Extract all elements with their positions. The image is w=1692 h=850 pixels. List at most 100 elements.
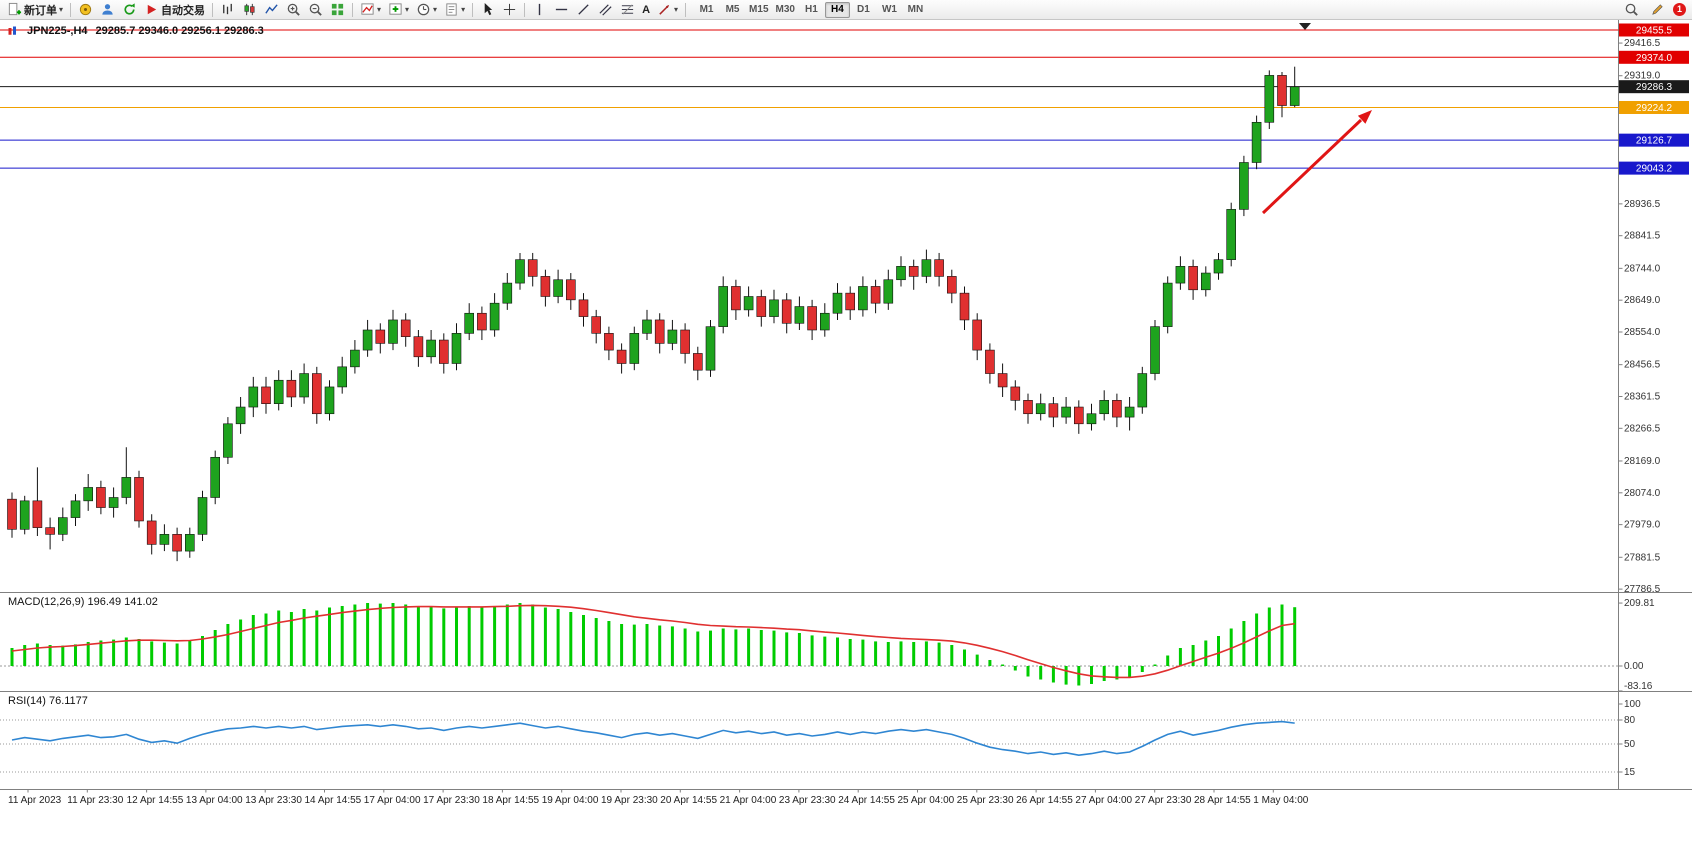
- svg-text:29126.7: 29126.7: [1636, 136, 1673, 147]
- mql-community-button[interactable]: [75, 1, 96, 19]
- channel-button[interactable]: [595, 1, 616, 19]
- price-tag-29043.2: [1619, 161, 1689, 175]
- time-axis[interactable]: 11 Apr 2023 11 Apr 23:30 12 Apr 14:55 13 Ap…: [8, 789, 1309, 807]
- fibonacci-icon: [621, 4, 634, 15]
- auto-trading-label: 自动交易: [161, 4, 206, 17]
- play-icon: [147, 4, 157, 15]
- price-tag-29374.0: [1619, 50, 1689, 64]
- new-order-button[interactable]: 新订单 ▾: [4, 1, 66, 19]
- svg-text:27979.0: 27979.0: [1624, 520, 1661, 531]
- chart-header: JPN225-,H4 29285.7 29346.0 29256.1 29286…: [7, 25, 264, 37]
- add-indicator-button[interactable]: ▾: [385, 1, 412, 19]
- horizontal-line-button[interactable]: [551, 1, 572, 19]
- chart-shift-marker[interactable]: [1299, 23, 1311, 30]
- toolbar-separator: [70, 2, 72, 17]
- svg-text:28744.0: 28744.0: [1624, 263, 1661, 274]
- symbol-period-label: JPN225-,H4: [27, 25, 88, 37]
- zoom-in-icon: [287, 3, 300, 16]
- svg-text:29319.0: 29319.0: [1624, 71, 1661, 82]
- macd-label: MACD(12,26,9) 196.49 141.02: [8, 596, 158, 608]
- trendline-button[interactable]: [573, 1, 594, 19]
- trend-arrow-object[interactable]: [1261, 110, 1372, 215]
- bar-chart-icon: [223, 3, 232, 15]
- svg-text:19 Apr 04:00: 19 Apr 04:00: [542, 795, 599, 806]
- toolbar-separator: [685, 2, 687, 17]
- timeframe-m15-button[interactable]: M15: [746, 2, 771, 18]
- pencil-icon: [1652, 4, 1663, 15]
- timeframe-m30-button[interactable]: M30: [773, 2, 798, 18]
- timeframe-m1-button[interactable]: M1: [694, 2, 719, 18]
- svg-text:28649.0: 28649.0: [1624, 295, 1661, 306]
- svg-text:50: 50: [1624, 739, 1636, 750]
- refresh-button[interactable]: [119, 1, 140, 19]
- indicator-icon: [361, 3, 374, 15]
- price-tag-29224.2: [1619, 100, 1689, 114]
- periods-button[interactable]: ▾: [413, 1, 440, 19]
- zoom-in-button[interactable]: [283, 1, 304, 19]
- bar-chart-button[interactable]: [217, 1, 238, 19]
- candlestick-chart-button[interactable]: [239, 1, 260, 19]
- timeframe-d1-button[interactable]: D1: [851, 2, 876, 18]
- horizontal-line-objects[interactable]: 29455.5 29374.0 29286.3 29224.2 29126.7 29043…: [0, 23, 1689, 175]
- toolbar-separator: [524, 2, 526, 17]
- svg-text:17 Apr 23:30: 17 Apr 23:30: [423, 795, 480, 806]
- compass-icon: [79, 3, 92, 16]
- toolbar-separator: [472, 2, 474, 17]
- trendline-icon: [578, 4, 589, 15]
- cursor-icon: [484, 2, 493, 16]
- auto-trading-button[interactable]: 自动交易: [141, 1, 208, 19]
- svg-text:24 Apr 14:55: 24 Apr 14:55: [838, 795, 895, 806]
- svg-text:28074.0: 28074.0: [1624, 488, 1661, 499]
- indicators-button[interactable]: ▾: [357, 1, 384, 19]
- templates-button[interactable]: ▾: [441, 1, 468, 19]
- line-chart-button[interactable]: [261, 1, 282, 19]
- svg-text:28361.5: 28361.5: [1624, 391, 1661, 402]
- fibonacci-button[interactable]: [617, 1, 638, 19]
- cursor-button[interactable]: [477, 1, 498, 19]
- svg-text:80: 80: [1624, 715, 1636, 726]
- caret-icon: ▾: [461, 5, 466, 14]
- timeframe-mn-button[interactable]: MN: [903, 2, 928, 18]
- timeframe-h1-button[interactable]: H1: [799, 2, 824, 18]
- price-tag-29455.5: [1619, 23, 1689, 37]
- svg-text:29455.5: 29455.5: [1636, 26, 1673, 37]
- vertical-line-icon: [538, 3, 541, 16]
- timeframe-h4-button[interactable]: H4: [824, 1, 850, 18]
- new-order-icon: [8, 2, 22, 16]
- macd-panel: 209.81 0.00 -83.16: [0, 598, 1655, 692]
- svg-text:29224.2: 29224.2: [1636, 103, 1673, 114]
- add-indicator-icon: [389, 3, 402, 15]
- zoom-out-button[interactable]: [305, 1, 326, 19]
- arrow-tool-icon: [659, 4, 670, 15]
- crosshair-button[interactable]: [499, 1, 520, 19]
- text-tool-button[interactable]: A: [639, 1, 653, 19]
- chart-window-icon[interactable]: [7, 25, 19, 37]
- timeframe-w1-button[interactable]: W1: [877, 2, 902, 18]
- search-button[interactable]: [1621, 1, 1642, 19]
- timeframe-m5-button[interactable]: M5: [720, 2, 745, 18]
- svg-text:28554.0: 28554.0: [1624, 327, 1661, 338]
- notification-badge[interactable]: 1: [1673, 3, 1686, 16]
- ohlc-values: 29285.7 29346.0 29256.1 29286.3: [95, 25, 264, 37]
- svg-text:28936.5: 28936.5: [1624, 199, 1661, 210]
- arrow-objects-button[interactable]: ▾: [654, 1, 681, 19]
- svg-text:14 Apr 14:55: 14 Apr 14:55: [305, 795, 362, 806]
- price-axis[interactable]: 29416.5 29319.0 28936.5 28841.5 28744.0 28649…: [1618, 38, 1661, 595]
- toolbar: 新订单 ▾ 自动交易: [0, 0, 1692, 20]
- toolbar-separator: [352, 2, 354, 17]
- line-chart-icon: [265, 4, 278, 14]
- svg-text:27881.5: 27881.5: [1624, 552, 1661, 563]
- quick-edit-button[interactable]: [1647, 1, 1668, 19]
- svg-text:209.81: 209.81: [1624, 598, 1655, 609]
- svg-text:28266.5: 28266.5: [1624, 423, 1661, 434]
- vertical-line-button[interactable]: [529, 1, 550, 19]
- rsi-panel: 100 80 50 15: [0, 699, 1641, 778]
- template-icon: [446, 3, 457, 16]
- tile-windows-button[interactable]: [327, 1, 348, 19]
- profiles-button[interactable]: [97, 1, 118, 19]
- svg-text:1 May 04:00: 1 May 04:00: [1253, 795, 1308, 806]
- svg-text:29043.2: 29043.2: [1636, 164, 1673, 175]
- svg-text:15: 15: [1624, 767, 1636, 778]
